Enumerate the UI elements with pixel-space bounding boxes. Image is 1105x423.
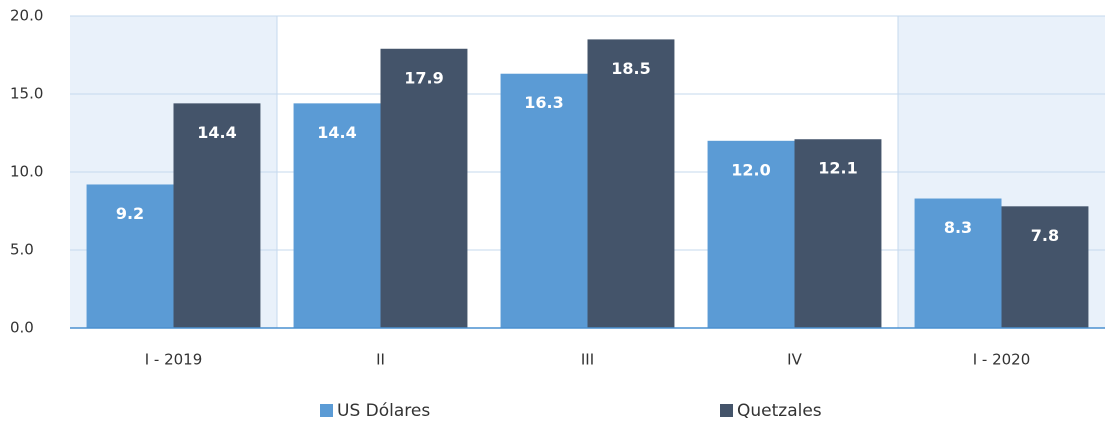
bar (914, 198, 1002, 328)
bar (86, 184, 174, 328)
y-tick-label: 5.0 (10, 241, 34, 259)
y-tick-label: 10.0 (10, 163, 43, 181)
value-label: 17.9 (404, 68, 443, 87)
value-label: 12.1 (818, 159, 857, 178)
value-label: 16.3 (524, 93, 563, 112)
legend-swatch (320, 404, 333, 417)
value-label: 18.5 (611, 59, 650, 78)
bar (293, 103, 381, 328)
bar (380, 48, 468, 328)
value-label: 9.2 (116, 204, 144, 223)
value-label: 12.0 (731, 160, 770, 179)
x-tick-label: I - 2019 (145, 351, 203, 369)
bar (1001, 206, 1089, 328)
value-label: 14.4 (317, 123, 356, 142)
bar (173, 103, 261, 328)
bar (707, 140, 795, 328)
value-label: 8.3 (944, 218, 972, 237)
x-tick-label: II (376, 351, 385, 369)
y-tick-label: 0.0 (10, 319, 34, 337)
value-label: 14.4 (197, 123, 236, 142)
x-tick-label: IV (787, 351, 802, 369)
bar (794, 139, 882, 328)
x-tick-label: III (581, 351, 594, 369)
bar (587, 39, 675, 329)
bar (500, 73, 588, 328)
legend-label: US Dólares (337, 401, 430, 421)
legend-label: Quetzales (737, 401, 822, 421)
x-tick-label: I - 2020 (973, 351, 1031, 369)
y-tick-label: 20.0 (10, 7, 43, 25)
legend-swatch (720, 404, 733, 417)
y-tick-label: 15.0 (10, 85, 43, 103)
value-label: 7.8 (1031, 226, 1059, 245)
